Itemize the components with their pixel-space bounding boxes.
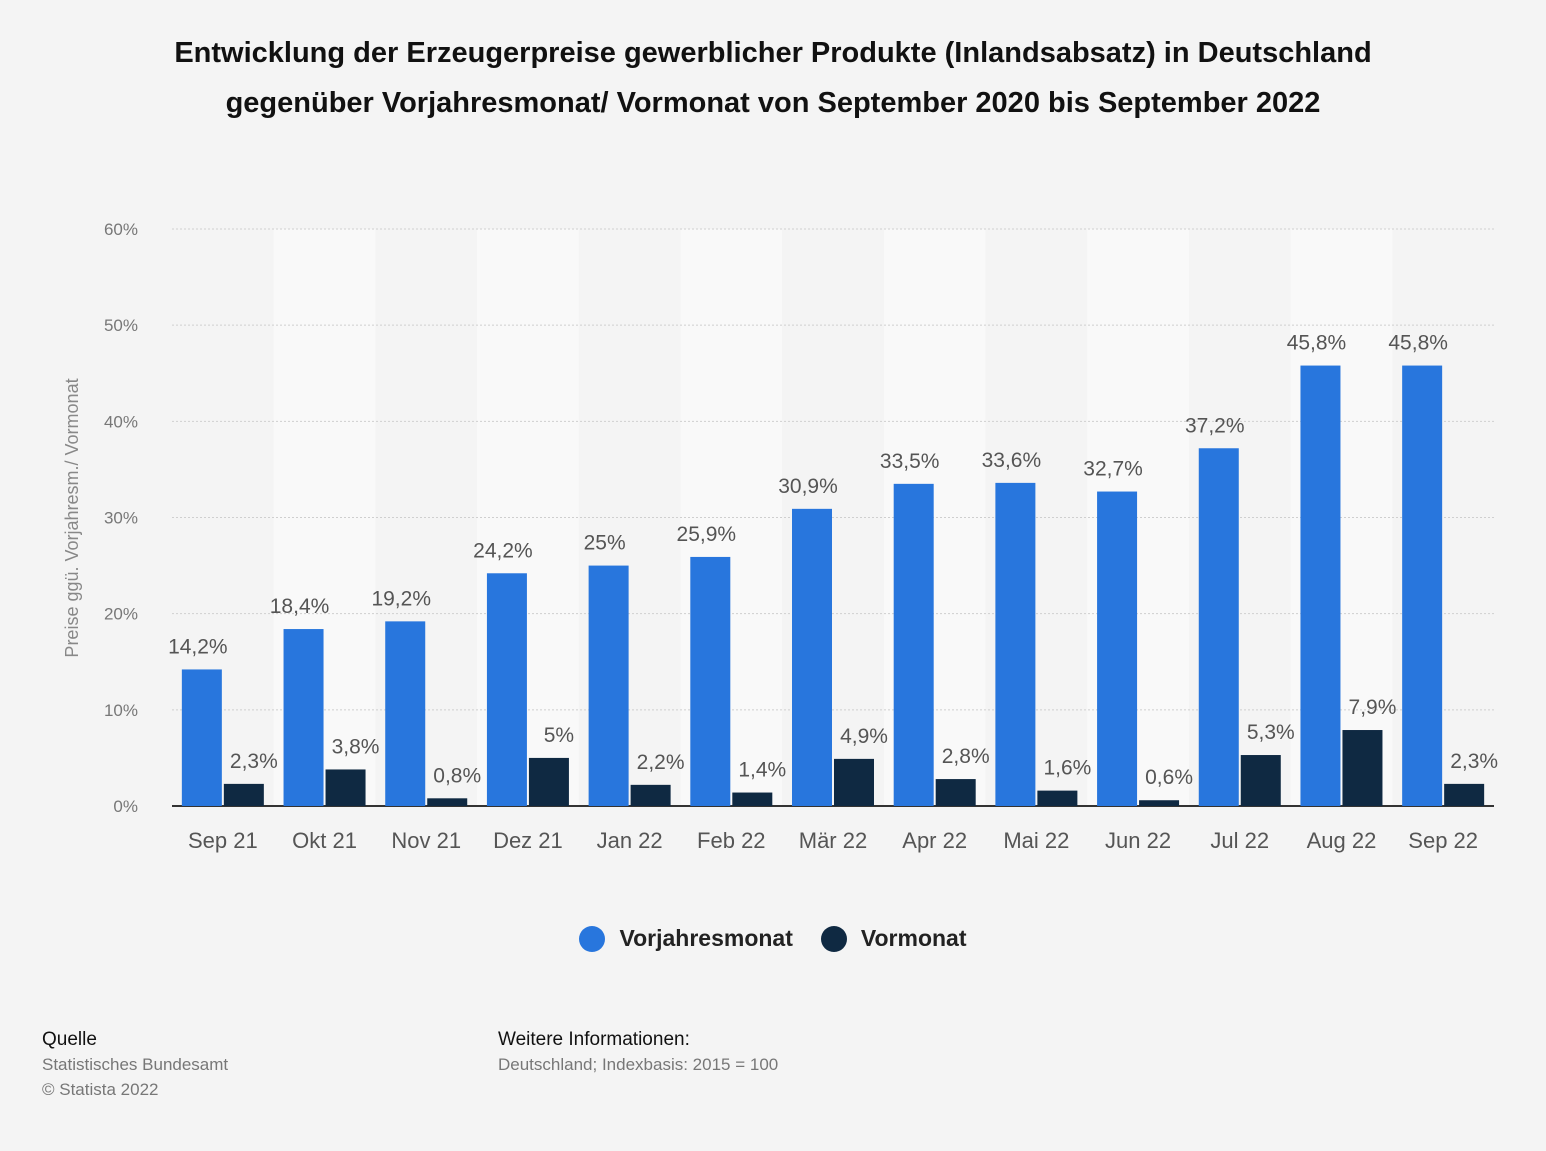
y-tick-label: 20% <box>104 605 138 624</box>
data-label: 33,6% <box>982 449 1042 472</box>
bar-vormonat[interactable] <box>223 783 264 806</box>
data-label: 2,3% <box>230 750 278 773</box>
bar-vorjahresmonat[interactable] <box>995 482 1036 806</box>
bar-vormonat[interactable] <box>325 769 366 806</box>
bar-vormonat[interactable] <box>528 757 569 806</box>
info-block: Weitere Informationen: Deutschland; Inde… <box>498 1027 778 1077</box>
data-label: 33,5% <box>880 450 940 473</box>
info-text: Deutschland; Indexbasis: 2015 = 100 <box>498 1055 779 1074</box>
data-label: 1,6% <box>1043 757 1091 780</box>
bar-vormonat[interactable] <box>1139 800 1180 806</box>
legend-item-vorjahresmonat[interactable]: Vorjahresmonat <box>579 925 793 952</box>
source-block: Quelle Statistisches Bundesamt © Statist… <box>42 1027 228 1102</box>
data-label: 18,4% <box>270 595 330 618</box>
bar-vorjahresmonat[interactable] <box>1097 491 1138 806</box>
bar-vorjahresmonat[interactable] <box>486 573 527 806</box>
bar-vormonat[interactable] <box>1240 755 1281 806</box>
x-tick-label: Dez 21 <box>493 828 563 853</box>
legend-label: Vormonat <box>860 925 967 951</box>
data-label: 5,3% <box>1247 721 1295 744</box>
x-tick-label: Aug 22 <box>1307 828 1377 853</box>
data-label: 2,2% <box>637 751 685 774</box>
data-label: 30,9% <box>778 475 838 498</box>
bar-vormonat[interactable] <box>834 758 874 806</box>
y-tick-label: 0% <box>113 797 138 816</box>
data-label: 25,9% <box>677 523 737 546</box>
data-label: 3,8% <box>332 735 380 758</box>
bar-chart: 0% 10% 20% 30% 40% 50% 60% 14,2% 2,3% Sep 21 18,4… <box>62 220 1498 853</box>
bar-vormonat[interactable] <box>1444 783 1485 806</box>
source-name[interactable]: Statistisches Bundesamt <box>42 1055 229 1074</box>
x-tick-label: Jun 22 <box>1105 828 1171 853</box>
data-label: 7,9% <box>1349 696 1397 719</box>
bar-vorjahresmonat[interactable] <box>1402 365 1443 806</box>
bar-vormonat[interactable] <box>1342 730 1383 806</box>
data-label: 2,8% <box>942 745 990 768</box>
bar-vorjahresmonat[interactable] <box>385 621 426 806</box>
y-tick-label: 10% <box>104 701 138 720</box>
bar-vormonat[interactable] <box>935 779 976 806</box>
chart-title: Entwicklung der Erzeugerpreise gewerblic… <box>174 37 1372 119</box>
bar-vormonat[interactable] <box>1037 790 1078 806</box>
source-heading: Quelle <box>42 1029 97 1050</box>
data-label: 14,2% <box>168 635 228 658</box>
bar-vormonat[interactable] <box>630 784 671 806</box>
data-label: 0,8% <box>433 764 481 787</box>
data-label: 4,9% <box>840 725 888 748</box>
bar-vormonat[interactable] <box>732 792 773 806</box>
bar-vorjahresmonat[interactable] <box>283 629 324 806</box>
x-tick-label: Sep 22 <box>1408 828 1478 853</box>
data-label: 2,3% <box>1450 750 1498 773</box>
bar-vorjahresmonat[interactable] <box>181 669 222 806</box>
data-label: 19,2% <box>371 587 431 610</box>
bar-vormonat[interactable] <box>427 798 468 806</box>
data-label: 5% <box>544 724 574 747</box>
bar-vorjahresmonat[interactable] <box>1300 365 1341 806</box>
info-heading: Weitere Informationen: <box>498 1029 690 1050</box>
x-tick-label: Jul 22 <box>1210 828 1269 853</box>
data-label: 37,2% <box>1185 414 1245 437</box>
data-label: 0,6% <box>1145 766 1193 789</box>
x-tick-label: Okt 21 <box>292 828 357 853</box>
data-label: 1,4% <box>738 759 786 782</box>
legend-dot-icon <box>820 925 847 952</box>
bar-vorjahresmonat[interactable] <box>792 508 832 806</box>
x-tick-label: Feb 22 <box>697 828 766 853</box>
x-tick-label: Apr 22 <box>902 828 967 853</box>
x-tick-label: Sep 21 <box>188 828 258 853</box>
y-tick-label: 60% <box>104 220 138 239</box>
y-tick-label: 30% <box>104 509 138 528</box>
data-label: 25% <box>584 532 626 555</box>
x-tick-label: Mai 22 <box>1003 828 1069 853</box>
bar-vorjahresmonat[interactable] <box>1198 448 1239 806</box>
x-tick-label: Jan 22 <box>597 828 663 853</box>
y-tick-label: 40% <box>104 412 138 431</box>
legend-item-vormonat[interactable]: Vormonat <box>820 925 967 952</box>
x-tick-label: Nov 21 <box>391 828 461 853</box>
y-tick-label: 50% <box>104 316 138 335</box>
data-label: 45,8% <box>1287 332 1347 355</box>
copyright: © Statista 2022 <box>42 1080 159 1099</box>
legend-dot-icon <box>579 925 606 952</box>
data-label: 45,8% <box>1388 332 1448 355</box>
y-axis-label: Preise ggü. Vorjahresm./ Vormonat <box>62 378 82 657</box>
data-label: 32,7% <box>1083 458 1143 481</box>
bar-vorjahresmonat[interactable] <box>588 565 629 806</box>
legend-label: Vorjahresmonat <box>619 925 793 951</box>
bar-vorjahresmonat[interactable] <box>690 556 731 806</box>
data-label: 24,2% <box>473 539 533 562</box>
x-tick-label: Mär 22 <box>799 828 867 853</box>
bar-vorjahresmonat[interactable] <box>893 483 934 806</box>
legend: Vorjahresmonat Vormonat <box>0 925 1546 952</box>
